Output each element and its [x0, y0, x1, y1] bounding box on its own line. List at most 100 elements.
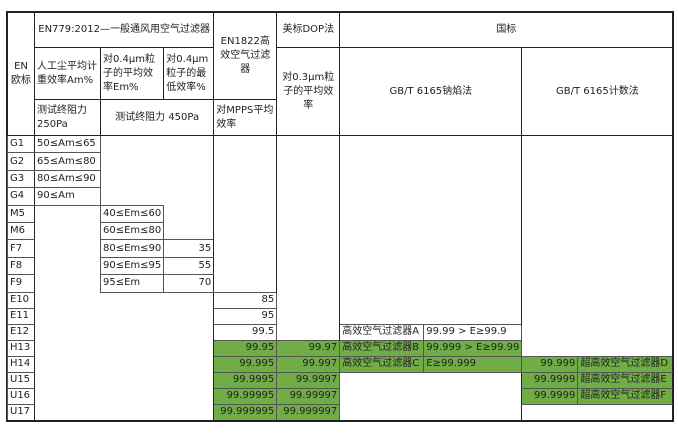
header-resist-250: 测试终阻力250Pa [34, 99, 101, 136]
cell-am: 50≤Am≤65 [34, 134, 101, 154]
cell-gbc-val [521, 239, 578, 258]
cell-gbc-name [577, 135, 674, 153]
header-gb-count: GB/T 6165计数法 [521, 47, 674, 136]
cell-em [101, 292, 164, 308]
header-em: 对0.4μm粒子的平均效率Em% [99, 47, 165, 100]
cell-am [35, 388, 101, 404]
cell-gbn-name [339, 187, 424, 206]
cell-dop: 99.997 [276, 355, 341, 373]
cell-min [163, 170, 215, 188]
cell-am [35, 308, 101, 324]
cell-em [101, 308, 164, 324]
cell-en1822: 99.99995 [213, 387, 278, 405]
cell-label: U15 [7, 371, 35, 389]
header-en1822: EN1822高效空气过滤器 [213, 12, 278, 100]
cell-en1822 [213, 187, 277, 206]
header-dop: 美标DOP法 [276, 12, 341, 48]
cell-dop: 99.999997 [276, 403, 341, 421]
cell-gbn-name [339, 170, 424, 188]
cell-dop [276, 292, 340, 309]
cell-gbn-name [339, 292, 424, 309]
cell-en1822 [213, 274, 277, 293]
cell-am [35, 205, 101, 222]
cell-em [101, 188, 164, 205]
cell-em [101, 153, 164, 170]
cell-label: U16 [7, 387, 35, 405]
cell-gbn-val [424, 188, 522, 205]
cell-em: 90≤Em≤95 [99, 256, 165, 276]
cell-label: E10 [7, 291, 35, 309]
cell-gbn-val: E≥99.999 [423, 355, 523, 373]
cell-gbn-name: 高效空气过滤器C [339, 355, 425, 373]
cell-label: M5 [7, 204, 35, 223]
cell-min: 55 [163, 256, 215, 276]
cell-gbn-val [424, 170, 522, 187]
cell-dop: 99.97 [276, 339, 341, 357]
cell-gbn-val [423, 404, 522, 421]
cell-dop [276, 170, 340, 188]
table-row: M6 60≤Em≤80 [7, 221, 674, 241]
cell-gbn-name [339, 372, 424, 389]
cell-en1822: 99.95 [213, 339, 278, 357]
cell-gbn-name [339, 308, 424, 325]
cell-en1822: 99.995 [213, 355, 278, 373]
table-body: G1 50≤Am≤65 G2 65≤Am≤80 G3 80≤Am≤90 G4 90≤Am M5 4… [7, 134, 674, 421]
cell-label: U17 [7, 403, 35, 421]
cell-em: 80≤Em≤90 [99, 239, 165, 258]
cell-em [100, 404, 164, 421]
cell-am: 65≤Am≤80 [34, 152, 101, 171]
cell-gbn-name [339, 222, 424, 240]
cell-gbc-val [521, 257, 578, 275]
cell-gbn-val [424, 136, 522, 153]
header-en: EN欧标 [7, 12, 35, 136]
table-row: U16 99.99995 99.99997 99.9999 超高效空气过滤器F [7, 387, 674, 405]
cell-en1822 [213, 239, 277, 258]
cell-gbn-name: 高效空气过滤器A [339, 323, 425, 341]
cell-gbn-name [339, 152, 424, 171]
cell-en1822 [213, 152, 277, 171]
cell-en1822 [213, 257, 277, 275]
cell-gbc-name: 超高效空气过滤器E [577, 371, 674, 389]
cell-label: H13 [7, 339, 35, 357]
cell-am: 80≤Am≤90 [34, 169, 101, 189]
cell-en1822: 85 [213, 291, 278, 309]
cell-gbc-val: 99.9999 [521, 387, 579, 405]
table-row: F8 90≤Em≤95 55 [7, 256, 674, 276]
cell-gbn-val [424, 292, 522, 308]
table-row: U17 99.999995 99.999997 [7, 403, 674, 421]
cell-en1822: 99.9995 [213, 371, 278, 389]
cell-gbc-val [521, 152, 578, 171]
cell-en1822 [213, 205, 277, 223]
cell-gbn-val [424, 153, 522, 170]
header-min: 对0.4μm粒子的最低效率% [163, 47, 215, 100]
cell-min [163, 152, 215, 171]
cell-gbc-name [577, 239, 674, 258]
header-am: 人工尘平均计重效率Am% [34, 47, 101, 100]
cell-em [101, 340, 164, 356]
cell-em [101, 356, 164, 372]
cell-gbc-val [521, 222, 578, 240]
cell-gbc-name [577, 152, 674, 171]
cell-gbc-name [577, 205, 674, 223]
cell-em [101, 170, 164, 187]
cell-gbc-name [577, 170, 674, 188]
table-row: H13 99.95 99.97 高效空气过滤器B 99.999 > E≥99.99 [7, 339, 674, 357]
cell-gbc-val [521, 340, 578, 357]
cell-label: G3 [7, 169, 35, 189]
cell-dop [276, 274, 340, 293]
cell-em [101, 372, 164, 388]
cell-gbn-val [424, 275, 522, 292]
cell-en1822 [213, 222, 277, 240]
cell-gbn-name [339, 239, 424, 258]
cell-gbn-val [424, 257, 522, 274]
cell-min: 35 [163, 239, 215, 258]
cell-gbn-name [339, 205, 424, 223]
cell-min [163, 388, 215, 405]
cell-gbc-name [577, 340, 674, 357]
cell-dop [276, 135, 340, 153]
table-row: H14 99.995 99.997 高效空气过滤器C E≥99.999 99.999 超高效… [7, 355, 674, 373]
cell-label: G1 [7, 134, 35, 154]
cell-em: 60≤Em≤80 [99, 221, 165, 241]
cell-gbc-name [577, 292, 674, 309]
cell-gbc-val: 99.9999 [521, 371, 579, 389]
